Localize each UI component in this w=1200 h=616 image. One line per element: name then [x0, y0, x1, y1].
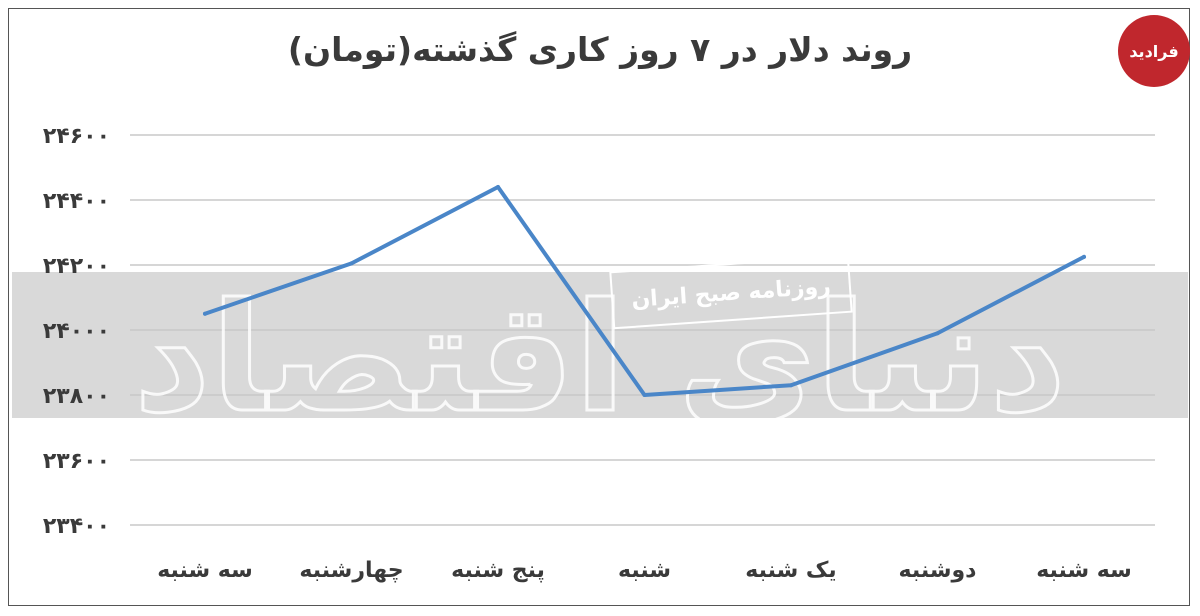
- y-tick-label: ۲۴۰۰۰: [43, 319, 110, 344]
- watermark-band: [12, 272, 1188, 418]
- x-tick-label: پنج شنبه: [451, 558, 545, 583]
- data-point: [203, 311, 207, 316]
- x-axis: سه شنبه چهارشنبه پنج شنبه شنبه یک شنبه دوشنبه…: [157, 558, 1132, 583]
- y-tick-label: ۲۴۲۰۰: [43, 254, 110, 279]
- series: [203, 185, 1086, 397]
- x-tick-label: یک شنبه: [745, 558, 836, 583]
- x-tick-label: شنبه: [618, 558, 671, 583]
- x-tick-label: سه شنبه: [157, 558, 253, 583]
- brand-logo-text: فرادید: [1129, 41, 1179, 61]
- y-axis: ۲۴۶۰۰ ۲۴۴۰۰ ۲۴۲۰۰ ۲۴۰۰۰ ۲۳۸۰۰ ۲۳۶۰۰ ۲۳۴۰۰: [43, 124, 110, 539]
- y-tick-label: ۲۳۸۰۰: [43, 384, 110, 409]
- data-point: [349, 261, 354, 266]
- x-tick-label: سه شنبه: [1036, 558, 1132, 583]
- data-point: [935, 331, 940, 336]
- data-point: [496, 185, 500, 189]
- brand-logo[interactable]: فرادید: [1118, 15, 1190, 87]
- data-point: [1082, 254, 1086, 259]
- y-tick-label: ۲۳۴۰۰: [43, 514, 110, 539]
- watermark-text: دنیای اقتصاد: [134, 272, 1067, 446]
- chart-title: روند دلار در ۷ روز کاری گذشته(تومان): [287, 30, 913, 69]
- y-tick-label: ۲۳۶۰۰: [43, 449, 110, 474]
- y-tick-label: ۲۴۶۰۰: [43, 124, 110, 149]
- data-point: [642, 393, 647, 397]
- y-tick-label: ۲۴۴۰۰: [43, 189, 110, 214]
- x-tick-label: دوشنبه: [899, 558, 977, 583]
- grid-lines: [130, 134, 1155, 526]
- x-tick-label: چهارشنبه: [299, 558, 403, 583]
- data-point: [789, 383, 793, 388]
